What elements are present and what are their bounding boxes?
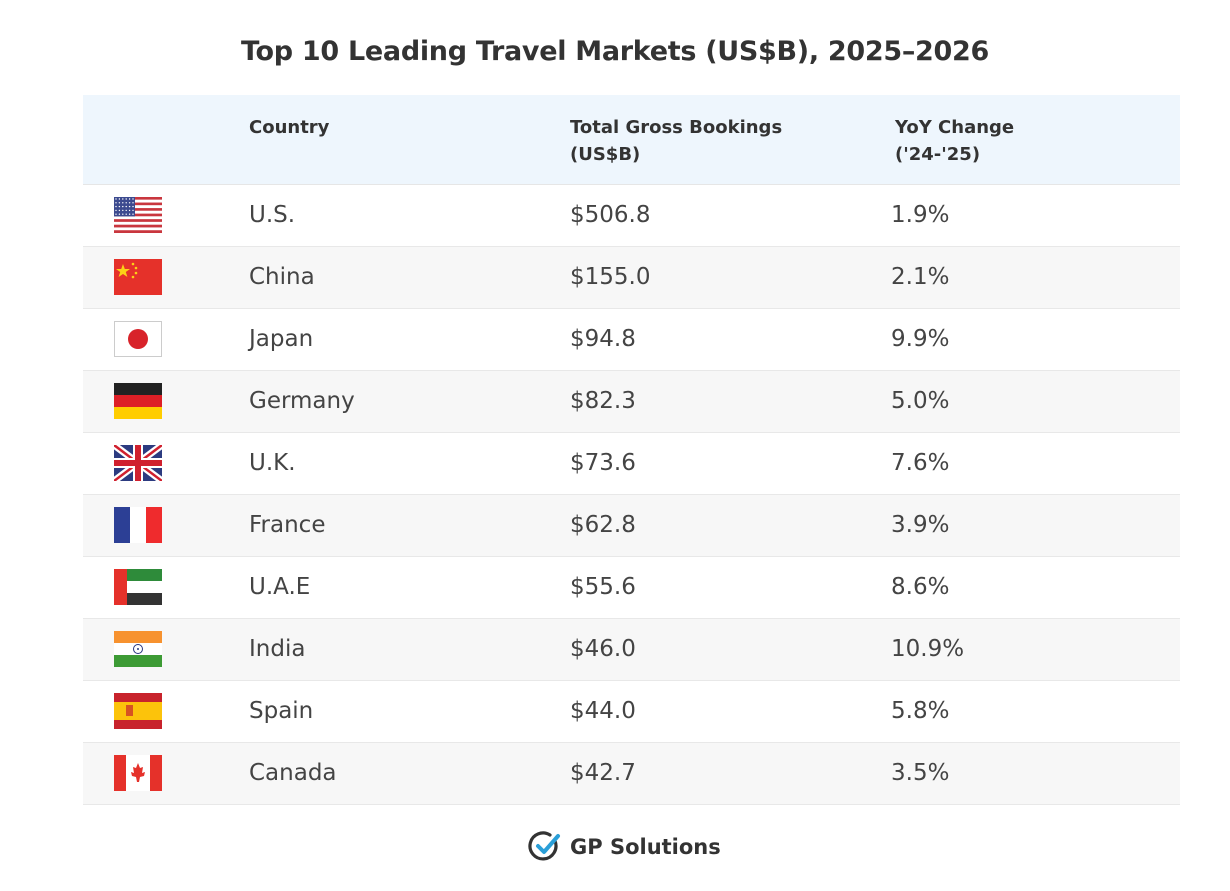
bookings-cell: $506.8 — [570, 202, 651, 228]
country-cell: France — [249, 512, 326, 538]
bookings-cell: $155.0 — [570, 264, 651, 290]
country-cell: Germany — [249, 388, 355, 414]
check-circle-icon — [528, 831, 560, 861]
yoy-cell: 2.1% — [891, 264, 950, 290]
yoy-cell: 9.9% — [891, 326, 950, 352]
markets-table: Country Total Gross Bookings (US$B) YoY … — [83, 95, 1180, 805]
yoy-cell: 10.9% — [891, 636, 965, 662]
table-row: Germany $82.3 5.0% — [83, 371, 1180, 433]
flag-in-icon — [114, 631, 162, 667]
flag-es-icon — [114, 693, 162, 729]
header-bookings: Total Gross Bookings (US$B) — [570, 117, 783, 165]
bookings-cell: $55.6 — [570, 574, 636, 600]
bookings-cell: $42.7 — [570, 760, 636, 786]
yoy-cell: 8.6% — [891, 574, 950, 600]
table-row: U.K. $73.6 7.6% — [83, 433, 1180, 495]
yoy-cell: 7.6% — [891, 450, 950, 476]
table-row: Japan $94.8 9.9% — [83, 309, 1180, 371]
country-cell: Canada — [249, 760, 337, 786]
country-cell: U.S. — [249, 202, 296, 228]
table-row: France $62.8 3.9% — [83, 495, 1180, 557]
table-body: U.S. $506.8 1.9% China $155.0 2.1% Japan… — [83, 185, 1180, 805]
country-cell: U.K. — [249, 450, 296, 476]
flag-us-icon — [114, 197, 162, 233]
country-cell: U.A.E — [249, 574, 311, 600]
flag-de-icon — [114, 383, 162, 419]
flag-ca-icon — [114, 755, 162, 791]
yoy-cell: 5.0% — [891, 388, 950, 414]
bookings-cell: $62.8 — [570, 512, 636, 538]
yoy-cell: 1.9% — [891, 202, 950, 228]
chart-title: Top 10 Leading Travel Markets (US$B), 20… — [241, 36, 989, 67]
table-header: Country Total Gross Bookings (US$B) YoY … — [83, 95, 1180, 185]
table-row: U.A.E $55.6 8.6% — [83, 557, 1180, 619]
header-yoy: YoY Change ('24-'25) — [895, 117, 1015, 165]
table-row: Canada $42.7 3.5% — [83, 743, 1180, 805]
table-row: U.S. $506.8 1.9% — [83, 185, 1180, 247]
table-row: China $155.0 2.1% — [83, 247, 1180, 309]
flag-ae-icon — [114, 569, 162, 605]
bookings-cell: $44.0 — [570, 698, 636, 724]
country-cell: Japan — [249, 326, 314, 352]
table-row: India $46.0 10.9% — [83, 619, 1180, 681]
flag-jp-icon — [114, 321, 162, 357]
yoy-cell: 3.9% — [891, 512, 950, 538]
bookings-cell: $46.0 — [570, 636, 636, 662]
flag-cn-icon — [114, 259, 162, 295]
yoy-cell: 3.5% — [891, 760, 950, 786]
table-row: Spain $44.0 5.8% — [83, 681, 1180, 743]
flag-fr-icon — [114, 507, 162, 543]
logo-text: GP Solutions — [570, 835, 721, 859]
header-country: Country — [249, 117, 330, 138]
bookings-cell: $94.8 — [570, 326, 636, 352]
yoy-cell: 5.8% — [891, 698, 950, 724]
bookings-cell: $73.6 — [570, 450, 636, 476]
bookings-cell: $82.3 — [570, 388, 636, 414]
country-cell: India — [249, 636, 306, 662]
flag-uk-icon — [114, 445, 162, 481]
gp-solutions-logo: GP Solutions — [528, 830, 721, 864]
country-cell: Spain — [249, 698, 314, 724]
country-cell: China — [249, 264, 315, 290]
